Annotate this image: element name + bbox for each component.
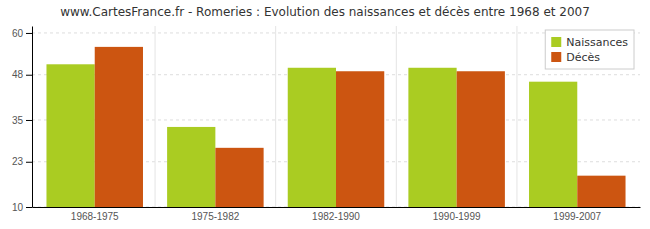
x-tick-label: 1999-2007: [553, 211, 601, 222]
y-axis: 10 23 35 48 60: [12, 27, 33, 213]
x-tick: 1999-2007: [553, 211, 601, 222]
separators: [155, 26, 517, 207]
bar: [215, 148, 263, 207]
y-tick-mark: [26, 33, 32, 34]
y-tick-label: 60: [12, 28, 24, 39]
y-tick-label: 35: [12, 115, 24, 126]
group-separator: [396, 26, 397, 207]
plot: 10 23 35 48 60 1968-1975 1975-1982 1982-1990 199…: [12, 26, 641, 222]
bar: [408, 68, 456, 207]
bar: [46, 64, 94, 207]
x-axis-line: [33, 207, 641, 208]
x-tick-label: 1982-1990: [312, 211, 360, 222]
y-tick-label: 48: [12, 69, 24, 80]
bar: [288, 68, 336, 207]
y-tick-label: 10: [12, 202, 24, 213]
x-tick: 1990-1999: [433, 211, 481, 222]
y-tick-mark: [26, 75, 32, 76]
y-tick-mark: [26, 207, 32, 208]
x-tick-label: 1975-1982: [191, 211, 239, 222]
bar: [95, 47, 143, 207]
x-tick-label: 1990-1999: [433, 211, 481, 222]
legend: Naissances Décès: [545, 30, 634, 69]
chart: www.CartesFrance.fr - Romeries : Evoluti…: [0, 0, 650, 229]
legend-swatch: [551, 52, 561, 62]
bar: [457, 71, 505, 207]
bar: [577, 176, 625, 207]
legend-label: Naissances: [566, 36, 628, 49]
legend-label: Décès: [566, 51, 600, 64]
legend-item: Naissances: [551, 36, 628, 49]
bars: [46, 47, 625, 207]
y-tick: 48: [12, 69, 32, 80]
y-tick-mark: [26, 162, 32, 163]
legend-box: [545, 30, 634, 69]
legend-swatch: [551, 37, 561, 47]
group-separator: [516, 26, 517, 207]
bar: [336, 71, 384, 207]
group-separator: [155, 26, 156, 207]
bar: [167, 127, 215, 207]
x-tick-label: 1968-1975: [71, 211, 119, 222]
y-tick-mark: [26, 120, 32, 121]
title: www.CartesFrance.fr - Romeries : Evoluti…: [60, 5, 590, 19]
y-tick: 60: [12, 28, 32, 39]
y-tick: 10: [12, 202, 32, 213]
x-tick: 1975-1982: [191, 211, 239, 222]
group-separator: [275, 26, 276, 207]
y-tick-label: 23: [12, 156, 24, 167]
bar-series: [95, 47, 626, 207]
y-axis-line: [32, 27, 33, 208]
x-tick: 1968-1975: [71, 211, 119, 222]
y-tick: 23: [12, 156, 32, 167]
bar: [529, 82, 577, 207]
y-tick: 35: [12, 115, 32, 126]
legend-item: Décès: [551, 51, 600, 64]
x-axis: 1968-1975 1975-1982 1982-1990 1990-1999 1999…: [33, 208, 641, 223]
x-tick: 1982-1990: [312, 211, 360, 222]
